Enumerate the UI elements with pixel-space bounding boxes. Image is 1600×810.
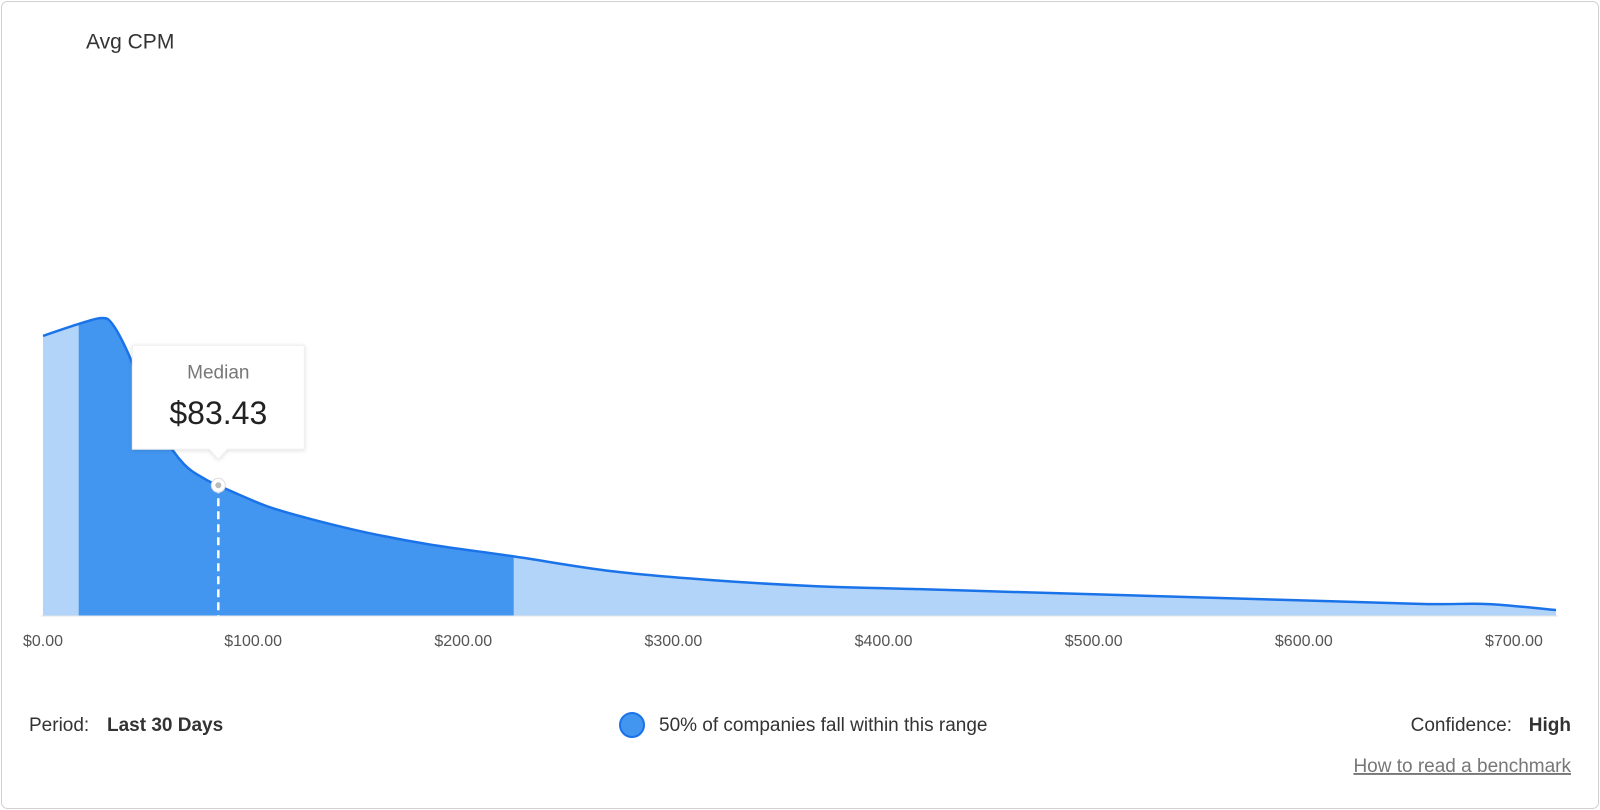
x-tick-label: $400.00	[855, 633, 913, 650]
period: Last 30 Days	[107, 715, 223, 736]
tooltip-label: Median	[187, 362, 249, 383]
confidence-label: Confidence:	[1411, 715, 1512, 736]
legend-swatch	[619, 712, 645, 738]
x-tick-label: $300.00	[644, 633, 702, 650]
legend-label: 50% of companies fall within this range	[659, 715, 987, 736]
x-tick-label: $500.00	[1065, 633, 1123, 650]
x-tick-label: $0.00	[23, 633, 63, 650]
x-tick-label: $200.00	[434, 633, 492, 650]
median-dot-center	[215, 482, 222, 489]
period-label: Period:	[29, 715, 89, 736]
x-tick-label: $100.00	[224, 633, 282, 650]
chart-title: Avg CPM	[86, 31, 174, 54]
x-tick-label: $700.00	[1485, 633, 1543, 650]
tooltip-value: $83.43	[169, 395, 267, 431]
tooltip	[131, 344, 305, 461]
confidence: High	[1529, 715, 1571, 736]
x-tick-label: $600.00	[1275, 633, 1333, 650]
help-link[interactable]: How to read a benchmark	[1353, 756, 1571, 777]
